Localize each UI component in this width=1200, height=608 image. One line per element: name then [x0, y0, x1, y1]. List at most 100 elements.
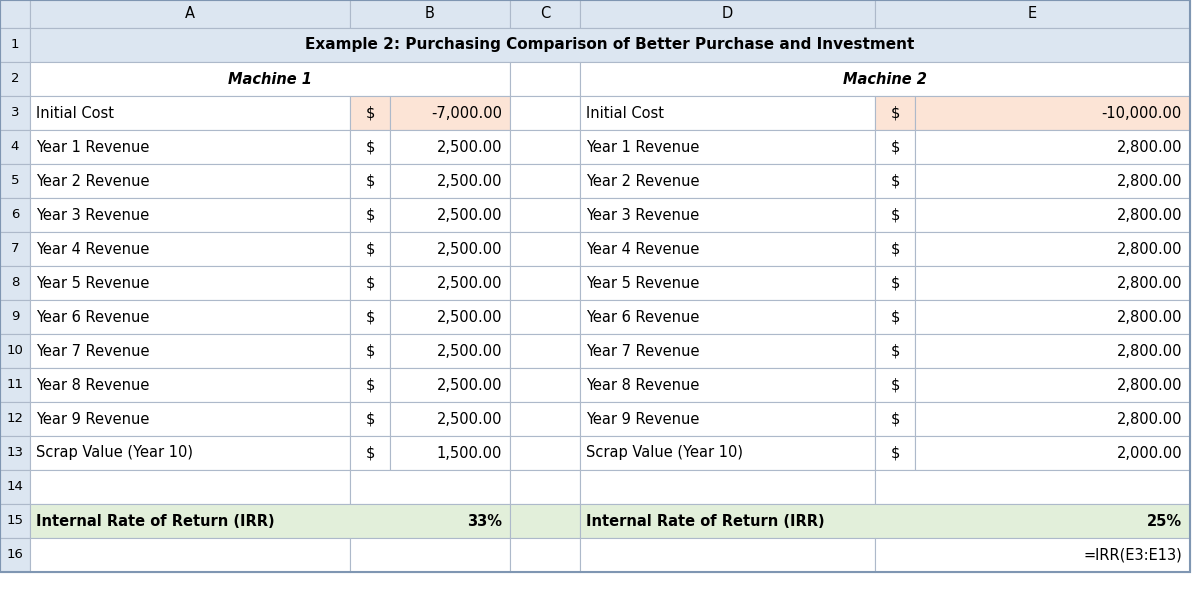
- Text: 2,800.00: 2,800.00: [1116, 241, 1182, 257]
- Bar: [390, 232, 510, 266]
- Text: $: $: [890, 173, 900, 188]
- Text: Internal Rate of Return (IRR): Internal Rate of Return (IRR): [36, 514, 275, 528]
- Bar: [350, 538, 510, 572]
- Text: 2,800.00: 2,800.00: [1116, 378, 1182, 393]
- Text: Year 4 Revenue: Year 4 Revenue: [36, 241, 149, 257]
- Text: $: $: [365, 241, 374, 257]
- Bar: [0, 300, 30, 334]
- Bar: [510, 368, 580, 402]
- Text: -10,000.00: -10,000.00: [1102, 106, 1182, 120]
- Bar: [875, 266, 916, 300]
- Bar: [390, 300, 510, 334]
- Text: 2: 2: [11, 72, 19, 86]
- Bar: [0, 266, 30, 300]
- Text: 6: 6: [11, 209, 19, 221]
- Bar: [580, 504, 1190, 538]
- Bar: [580, 538, 875, 572]
- Text: $: $: [365, 139, 374, 154]
- Bar: [875, 0, 1190, 28]
- Bar: [30, 130, 350, 164]
- Text: 25%: 25%: [1147, 514, 1182, 528]
- Bar: [580, 62, 1190, 96]
- Bar: [510, 538, 580, 572]
- Bar: [916, 300, 1190, 334]
- Text: 2,000.00: 2,000.00: [1116, 446, 1182, 460]
- Text: 13: 13: [6, 446, 24, 460]
- Text: $: $: [890, 106, 900, 120]
- Bar: [510, 266, 580, 300]
- Text: Year 7 Revenue: Year 7 Revenue: [586, 344, 700, 359]
- Bar: [875, 198, 916, 232]
- Bar: [350, 198, 390, 232]
- Bar: [30, 300, 350, 334]
- Bar: [580, 96, 875, 130]
- Bar: [390, 164, 510, 198]
- Bar: [875, 232, 916, 266]
- Bar: [916, 334, 1190, 368]
- Bar: [0, 0, 30, 28]
- Bar: [30, 62, 510, 96]
- Bar: [390, 96, 510, 130]
- Bar: [350, 232, 390, 266]
- Bar: [0, 198, 30, 232]
- Text: Year 1 Revenue: Year 1 Revenue: [36, 139, 149, 154]
- Text: 2,800.00: 2,800.00: [1116, 275, 1182, 291]
- Text: Year 2 Revenue: Year 2 Revenue: [586, 173, 700, 188]
- Bar: [916, 368, 1190, 402]
- Text: $: $: [890, 378, 900, 393]
- Text: Year 3 Revenue: Year 3 Revenue: [586, 207, 700, 223]
- Bar: [30, 504, 510, 538]
- Bar: [510, 300, 580, 334]
- Text: Year 6 Revenue: Year 6 Revenue: [36, 309, 149, 325]
- Text: 2,500.00: 2,500.00: [437, 207, 502, 223]
- Bar: [875, 300, 916, 334]
- Text: Internal Rate of Return (IRR): Internal Rate of Return (IRR): [586, 514, 824, 528]
- Text: $: $: [890, 139, 900, 154]
- Text: Example 2: Purchasing Comparison of Better Purchase and Investment: Example 2: Purchasing Comparison of Bett…: [305, 38, 914, 52]
- Text: Initial Cost: Initial Cost: [36, 106, 114, 120]
- Text: $: $: [365, 446, 374, 460]
- Text: 2,500.00: 2,500.00: [437, 139, 502, 154]
- Bar: [30, 266, 350, 300]
- Text: Machine 2: Machine 2: [844, 72, 926, 86]
- Bar: [875, 334, 916, 368]
- Bar: [30, 470, 350, 504]
- Bar: [916, 198, 1190, 232]
- Text: 3: 3: [11, 106, 19, 120]
- Bar: [510, 436, 580, 470]
- Bar: [875, 538, 1190, 572]
- Bar: [580, 470, 875, 504]
- Bar: [30, 164, 350, 198]
- Bar: [580, 300, 875, 334]
- Bar: [350, 164, 390, 198]
- Bar: [390, 198, 510, 232]
- Bar: [350, 334, 390, 368]
- Text: Year 7 Revenue: Year 7 Revenue: [36, 344, 150, 359]
- Text: Year 3 Revenue: Year 3 Revenue: [36, 207, 149, 223]
- Bar: [875, 436, 916, 470]
- Bar: [0, 96, 30, 130]
- Bar: [0, 436, 30, 470]
- Text: E: E: [1028, 7, 1037, 21]
- Bar: [510, 232, 580, 266]
- Bar: [580, 334, 875, 368]
- Text: Machine 1: Machine 1: [228, 72, 312, 86]
- Text: Scrap Value (Year 10): Scrap Value (Year 10): [36, 446, 193, 460]
- Bar: [30, 232, 350, 266]
- Text: $: $: [365, 207, 374, 223]
- Bar: [916, 436, 1190, 470]
- Bar: [350, 436, 390, 470]
- Text: 2,500.00: 2,500.00: [437, 309, 502, 325]
- Text: 2,500.00: 2,500.00: [437, 344, 502, 359]
- Text: 2,800.00: 2,800.00: [1116, 412, 1182, 426]
- Bar: [30, 334, 350, 368]
- Text: Year 4 Revenue: Year 4 Revenue: [586, 241, 700, 257]
- Text: 33%: 33%: [467, 514, 502, 528]
- Text: 4: 4: [11, 140, 19, 153]
- Text: 15: 15: [6, 514, 24, 528]
- Bar: [0, 62, 30, 96]
- Text: 2,500.00: 2,500.00: [437, 173, 502, 188]
- Bar: [390, 266, 510, 300]
- Bar: [350, 368, 390, 402]
- Bar: [390, 368, 510, 402]
